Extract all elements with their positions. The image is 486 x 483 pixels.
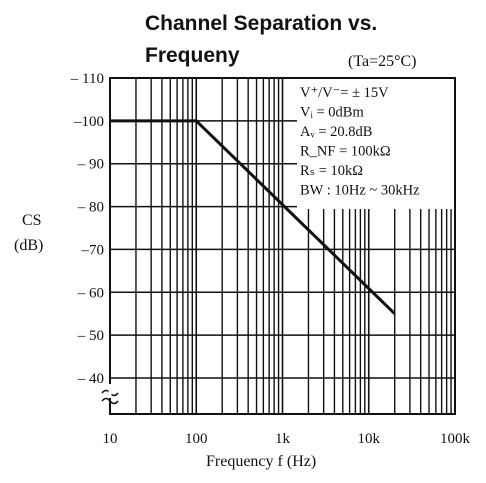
conditions-box [297,79,454,209]
x-tick-label: 1k [275,431,291,447]
condition-line: Rₛ = 10kΩ [300,163,363,179]
y-axis-label-line1: CS [22,212,42,229]
series-line [110,119,396,315]
y-tick-label: – 80 [77,200,104,216]
x-tick-label: 10k [358,431,381,447]
conditions-text: V⁺/V⁻= ± 15V Vᵢ = 0dBm Aᵥ = 20.8dB R_NF = 1… [300,85,420,199]
plot-frame [109,77,456,415]
condition-line: BW : 10Hz ~ 30kHz [300,183,420,199]
condition-line: Vᵢ = 0dBm [300,105,364,121]
y-tick-label: – 60 [77,285,104,301]
x-tick-label: 100 [185,431,208,447]
chart-title-line1: Channel Separation vs. [145,12,377,35]
y-tick-label: – 90 [77,157,104,173]
chart-title-line2: Frequeny [145,44,240,67]
x-tick-labels: 10 100 1k 10k 100k [103,431,471,447]
y-tick-label: –100 [73,114,104,130]
x-tick-label: 10 [103,431,118,447]
y-tick-label: –70 [81,242,105,258]
y-tick-label: – 110 [70,71,104,87]
x-tick-label: 100k [440,431,471,447]
y-tick-label: – 40 [77,371,104,387]
axis-break-marker [101,384,119,405]
x-axis-label: Frequency f (Hz) [206,453,316,470]
y-tick-labels: – 110 –100 – 90 – 80 –70 – 60 – 50 – 40 [70,71,104,387]
condition-line: Aᵥ = 20.8dB [300,124,372,140]
chart-condition: (Ta=25°C) [348,53,417,70]
condition-line: R_NF = 100kΩ [300,144,391,160]
condition-line: V⁺/V⁻= ± 15V [300,85,389,101]
y-tick-label: – 50 [77,328,104,344]
y-axis-label-line2: (dB) [14,237,43,254]
